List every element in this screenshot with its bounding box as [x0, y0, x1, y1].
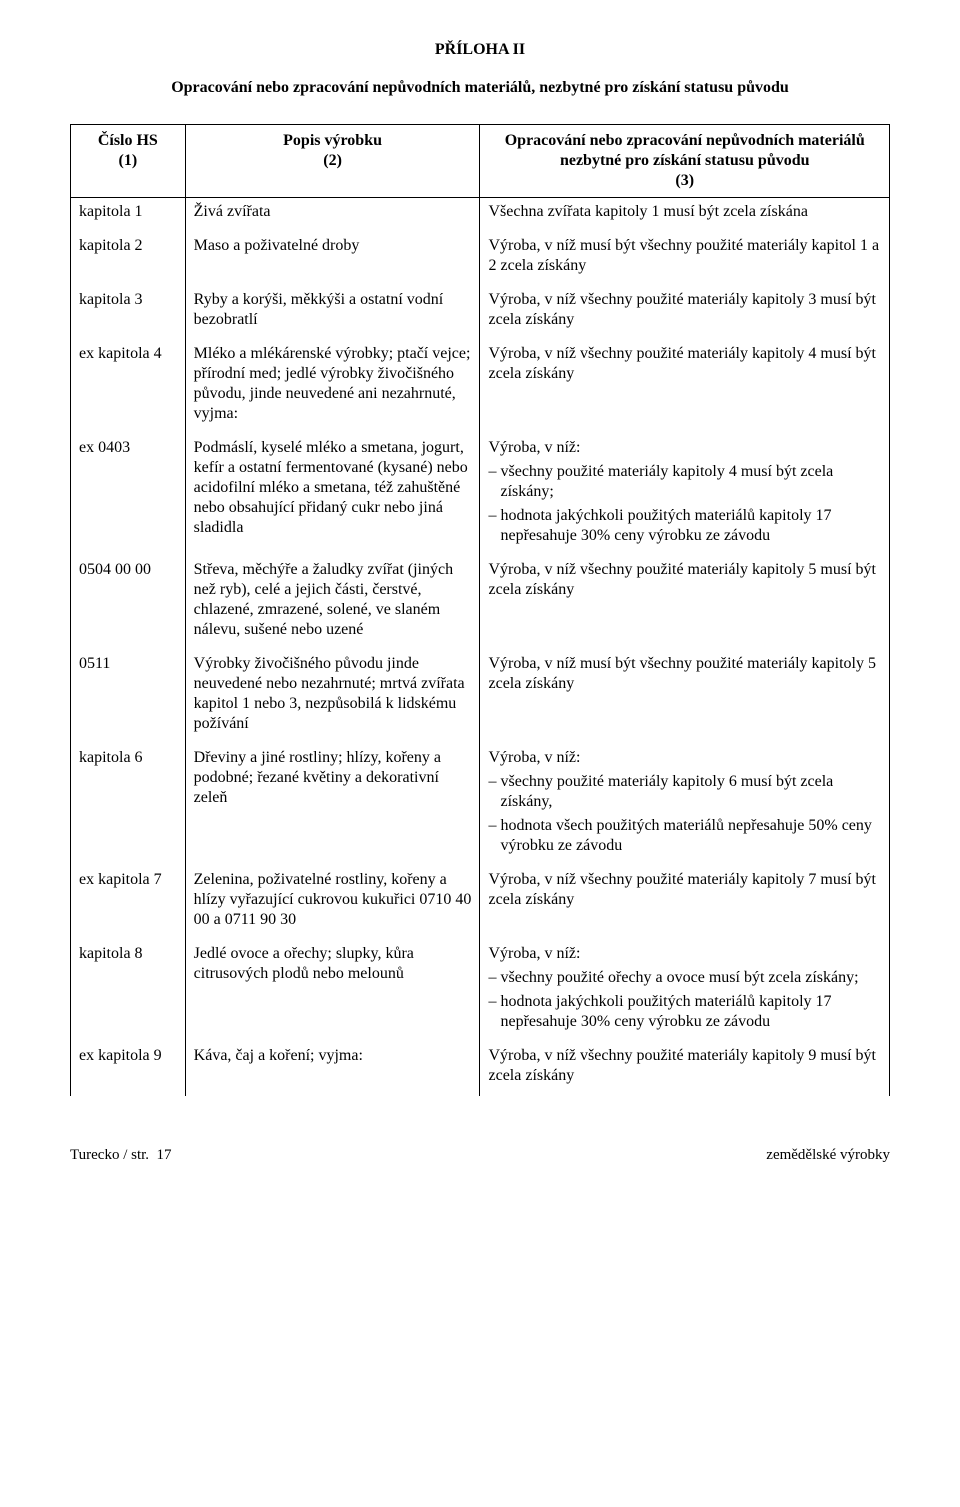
page-footer: Turecko / str. 17 zemědělské výrobky [70, 1146, 890, 1165]
hs-code-cell: kapitola 1 [71, 198, 186, 233]
table-row: 0504 00 00Střeva, měchýře a žaludky zvíř… [71, 556, 890, 650]
rule-cell: Výroba, v níž: –všechny použité ořechy a … [480, 940, 890, 1042]
bullet-text: všechny použité materiály kapitoly 6 mus… [500, 772, 881, 812]
rule-bullet: –hodnota jakýchkoli použitých materiálů … [488, 506, 881, 546]
rule-lead: Výroba, v níž: [488, 438, 881, 458]
table-row: kapitola 2Maso a poživatelné drobyVýroba… [71, 232, 890, 286]
table-row: kapitola 6Dřeviny a jiné rostliny; hlízy… [71, 744, 890, 866]
bullet-text: všechny použité materiály kapitoly 4 mus… [500, 462, 881, 502]
table-row: ex kapitola 4Mléko a mlékárenské výrobky… [71, 340, 890, 434]
col2-header: Popis výrobku (2) [185, 125, 480, 198]
description-cell: Výrobky živočišného původu jinde neuvede… [185, 650, 480, 744]
bullet-dash-icon: – [488, 816, 500, 856]
rule-cell: Výroba, v níž všechny použité materiály … [480, 1042, 890, 1096]
rules-table: Číslo HS (1) Popis výrobku (2) Opracován… [70, 124, 890, 1096]
bullet-dash-icon: – [488, 772, 500, 812]
rule-bullet-list: –všechny použité materiály kapitoly 6 mu… [488, 772, 881, 856]
hs-code-cell: kapitola 6 [71, 744, 186, 866]
hs-code-cell: ex kapitola 4 [71, 340, 186, 434]
description-cell: Dřeviny a jiné rostliny; hlízy, kořeny a… [185, 744, 480, 866]
rule-cell: Výroba, v níž musí být všechny použité m… [480, 232, 890, 286]
col1-header-label: Číslo HS [79, 131, 177, 151]
rule-bullet: –všechny použité ořechy a ovoce musí být… [488, 968, 881, 988]
col2-header-label: Popis výrobku [194, 131, 472, 151]
description-cell: Ryby a korýši, měkkýši a ostatní vodní b… [185, 286, 480, 340]
rule-cell: Výroba, v níž všechny použité materiály … [480, 556, 890, 650]
description-cell: Živá zvířata [185, 198, 480, 233]
rule-cell: Výroba, v níž všechny použité materiály … [480, 286, 890, 340]
rule-cell: Všechna zvířata kapitoly 1 musí být zcel… [480, 198, 890, 233]
col2-header-num: (2) [194, 151, 472, 171]
rule-cell: Výroba, v níž: –všechny použité materiály… [480, 434, 890, 556]
rule-bullet: –všechny použité materiály kapitoly 4 mu… [488, 462, 881, 502]
table-header-row: Číslo HS (1) Popis výrobku (2) Opracován… [71, 125, 890, 198]
hs-code-cell: ex kapitola 7 [71, 866, 186, 940]
description-cell: Zelenina, poživatelné rostliny, kořeny a… [185, 866, 480, 940]
table-row: kapitola 3Ryby a korýši, měkkýši a ostat… [71, 286, 890, 340]
annex-subtitle: Opracování nebo zpracování nepůvodních m… [70, 78, 890, 98]
table-row: ex kapitola 7Zelenina, poživatelné rostl… [71, 866, 890, 940]
description-cell: Jedlé ovoce a ořechy; slupky, kůra citru… [185, 940, 480, 1042]
bullet-dash-icon: – [488, 506, 500, 546]
bullet-text: hodnota všech použitých materiálů nepřes… [500, 816, 881, 856]
bullet-dash-icon: – [488, 992, 500, 1032]
hs-code-cell: ex kapitola 9 [71, 1042, 186, 1096]
description-cell: Káva, čaj a koření; vyjma: [185, 1042, 480, 1096]
col1-header: Číslo HS (1) [71, 125, 186, 198]
rule-cell: Výroba, v níž všechny použité materiály … [480, 866, 890, 940]
bullet-dash-icon: – [488, 968, 500, 988]
bullet-text: hodnota jakýchkoli použitých materiálů k… [500, 506, 881, 546]
page: PŘÍLOHA II Opracování nebo zpracování ne… [0, 0, 960, 1195]
description-cell: Podmáslí, kyselé mléko a smetana, jogurt… [185, 434, 480, 556]
bullet-text: hodnota jakýchkoli použitých materiálů k… [500, 992, 881, 1032]
hs-code-cell: 0511 [71, 650, 186, 744]
footer-right: zemědělské výrobky [766, 1146, 890, 1165]
col3-header: Opracování nebo zpracování nepůvodních m… [480, 125, 890, 198]
rule-lead: Výroba, v níž: [488, 944, 881, 964]
rule-bullet-list: –všechny použité ořechy a ovoce musí být… [488, 968, 881, 1032]
col3-header-num: (3) [488, 171, 881, 191]
table-row: ex kapitola 9Káva, čaj a koření; vyjma:V… [71, 1042, 890, 1096]
description-cell: Maso a poživatelné droby [185, 232, 480, 286]
col3-header-label: Opracování nebo zpracování nepůvodních m… [488, 131, 881, 171]
bullet-text: všechny použité ořechy a ovoce musí být … [500, 968, 881, 988]
rule-cell: Výroba, v níž musí být všechny použité m… [480, 650, 890, 744]
footer-left: Turecko / str. 17 [70, 1146, 172, 1165]
col1-header-num: (1) [79, 151, 177, 171]
bullet-dash-icon: – [488, 462, 500, 502]
rule-bullet: –hodnota jakýchkoli použitých materiálů … [488, 992, 881, 1032]
rule-bullet: –hodnota všech použitých materiálů nepře… [488, 816, 881, 856]
rule-bullet-list: –všechny použité materiály kapitoly 4 mu… [488, 462, 881, 546]
hs-code-cell: kapitola 2 [71, 232, 186, 286]
table-row: 0511Výrobky živočišného původu jinde neu… [71, 650, 890, 744]
description-cell: Mléko a mlékárenské výrobky; ptačí vejce… [185, 340, 480, 434]
table-row: kapitola 8Jedlé ovoce a ořechy; slupky, … [71, 940, 890, 1042]
table-row: ex 0403Podmáslí, kyselé mléko a smetana,… [71, 434, 890, 556]
hs-code-cell: kapitola 3 [71, 286, 186, 340]
hs-code-cell: kapitola 8 [71, 940, 186, 1042]
hs-code-cell: ex 0403 [71, 434, 186, 556]
rule-cell: Výroba, v níž všechny použité materiály … [480, 340, 890, 434]
rule-cell: Výroba, v níž: –všechny použité materiály… [480, 744, 890, 866]
table-row: kapitola 1Živá zvířataVšechna zvířata ka… [71, 198, 890, 233]
rule-lead: Výroba, v níž: [488, 748, 881, 768]
description-cell: Střeva, měchýře a žaludky zvířat (jiných… [185, 556, 480, 650]
rule-bullet: –všechny použité materiály kapitoly 6 mu… [488, 772, 881, 812]
annex-title: PŘÍLOHA II [70, 40, 890, 60]
hs-code-cell: 0504 00 00 [71, 556, 186, 650]
